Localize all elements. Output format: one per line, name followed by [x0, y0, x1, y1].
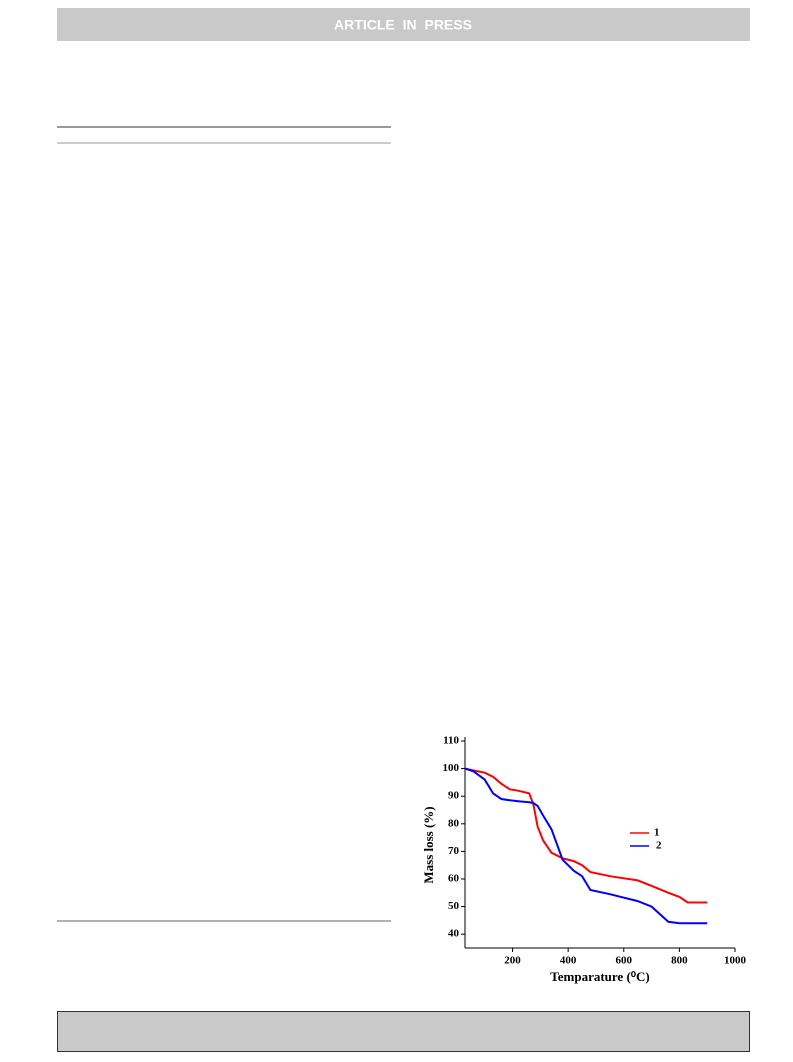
- x-tick-label: 800: [671, 955, 688, 967]
- y-tick-label: 110: [443, 735, 459, 747]
- y-tick-label: 80: [448, 817, 460, 829]
- x-tick-label: 200: [504, 955, 521, 967]
- y-axis-label: Mass loss (%): [421, 806, 436, 883]
- x-axis-label: Temparature (⁰C): [550, 969, 649, 984]
- x-tick-label: 400: [560, 955, 577, 967]
- legend-label: 2: [656, 840, 662, 852]
- data-line: [464, 767, 708, 904]
- chart: Mass loss (%) Temparature (⁰C) 40 50 60 70 8…: [421, 735, 747, 984]
- header-title: ARTICLE IN PRESS: [334, 17, 472, 33]
- y-tick-label: 50: [448, 900, 460, 912]
- y-tick-label: 100: [443, 762, 460, 774]
- y-tick-label: 60: [448, 873, 460, 885]
- legend-label: 1: [654, 827, 660, 839]
- x-tick-label: 1000: [724, 955, 747, 967]
- y-tick-label: 70: [448, 845, 460, 857]
- header-bar: [57, 8, 750, 41]
- data-line: [464, 767, 708, 925]
- footer-box: [57, 1011, 750, 1052]
- y-tick-label: 40: [448, 928, 460, 940]
- y-tick-label: 90: [448, 790, 460, 802]
- x-tick-label: 600: [616, 955, 633, 967]
